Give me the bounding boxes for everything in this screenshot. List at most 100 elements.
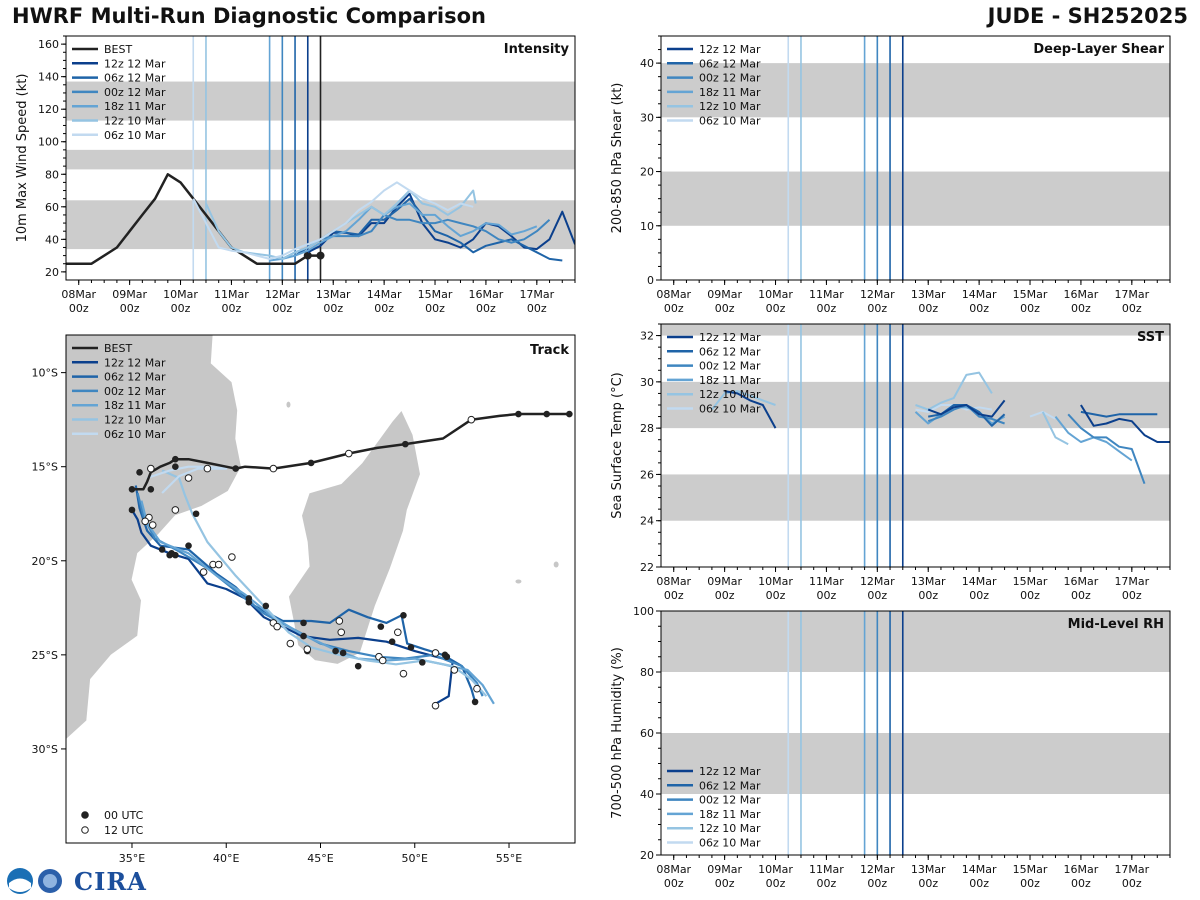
intensity-xtick-label: 00z — [171, 302, 191, 315]
track-marker-12utc — [378, 656, 387, 665]
track-marker-00utc — [245, 598, 253, 606]
track-marker-00utc — [147, 485, 155, 493]
intensity-ytick-label: 160 — [38, 38, 59, 51]
intensity-xtick-label: 00z — [272, 302, 292, 315]
track-legend-label: 12z 12 Mar — [104, 356, 166, 369]
intensity-xtick-label: 00z — [425, 302, 445, 315]
intensity-xtick-label: 10Mar — [163, 288, 198, 301]
sst-ytick-label: 32 — [640, 330, 654, 343]
rh-legend-label: 00z 12 Mar — [699, 794, 761, 807]
rh-xtick-label: 00z — [969, 877, 989, 890]
track-ytick-label: 25°S — [32, 649, 58, 662]
shear-legend-label: 06z 12 Mar — [699, 57, 761, 70]
sst-series-line — [927, 399, 1006, 418]
shear-legend-label: 06z 10 Mar — [699, 115, 761, 128]
rh-xtick-label: 00z — [867, 877, 887, 890]
shear-ylabel: 200-850 hPa Shear (kt) — [610, 83, 625, 234]
sst-xtick-label: 09Mar — [707, 575, 742, 588]
sst-xtick-label: 00z — [1071, 589, 1091, 602]
intensity-xtick-label: 17Mar — [519, 288, 554, 301]
track-marker-00utc — [354, 662, 362, 670]
sst-ylabel: Sea Surface Temp (°C) — [610, 372, 625, 519]
rh-xtick-label: 00z — [918, 877, 938, 890]
rh-xtick-label: 17Mar — [1114, 863, 1149, 876]
track-marker-12utc — [473, 684, 481, 693]
track-marker-12utc — [335, 617, 344, 625]
track-ytick-label: 10°S — [32, 367, 58, 380]
track-marker-00utc — [172, 455, 179, 463]
sst-series-line — [1080, 404, 1170, 443]
track-marker-00utc — [300, 632, 307, 640]
track-marker-12utc — [344, 449, 353, 458]
figure-title: HWRF Multi-Run Diagnostic Comparison — [12, 4, 487, 28]
rh-ytick-label: 100 — [633, 605, 654, 618]
rh-xtick-label: 11Mar — [809, 863, 844, 876]
sst-legend-label: 06z 10 Mar — [699, 403, 761, 416]
intensity-ytick-label: 60 — [45, 201, 59, 214]
shear-xtick-label: 15Mar — [1013, 288, 1048, 301]
noaa-cira-emblem-icon — [7, 868, 62, 894]
sst-xtick-label: 00z — [918, 589, 938, 602]
shear-xtick-label: 00z — [969, 302, 989, 315]
shear-panel: 01020304008Mar00z09Mar00z10Mar00z11Mar00… — [610, 35, 1171, 315]
sst-xtick-label: 00z — [817, 589, 837, 602]
intensity-best-dot — [303, 251, 312, 260]
rh-xtick-label: 00z — [1071, 877, 1091, 890]
track-legend-label: 06z 10 Mar — [104, 428, 166, 441]
track-legend-label: 06z 12 Mar — [104, 371, 166, 384]
track-marker-00utc — [400, 612, 407, 619]
rh-plot-area — [661, 611, 1170, 855]
track-marker-00utc — [443, 653, 451, 661]
intensity-ytick-label: 100 — [38, 136, 59, 149]
shear-xtick-label: 16Mar — [1064, 288, 1099, 301]
intensity-xtick-label: 12Mar — [265, 288, 300, 301]
sst-xtick-label: 13Mar — [911, 575, 946, 588]
intensity-series-line — [192, 181, 474, 260]
rh-xtick-label: 00z — [1020, 877, 1040, 890]
rh-title: Mid-Level RH — [1068, 617, 1164, 632]
intensity-series-line — [66, 173, 321, 265]
intensity-legend-label: 06z 10 Mar — [104, 129, 166, 142]
intensity-series-line — [269, 202, 538, 262]
track-marker-12utc — [399, 669, 408, 678]
sst-title: SST — [1137, 330, 1164, 345]
shear-xtick-label: 11Mar — [809, 288, 844, 301]
shear-xtick-label: 00z — [817, 302, 837, 315]
track-marker-00utc — [172, 463, 179, 471]
rh-xtick-label: 00z — [1122, 877, 1142, 890]
sst-series-line — [711, 390, 776, 411]
shear-ytick-label: 20 — [640, 166, 654, 179]
rh-xtick-label: 09Mar — [707, 863, 742, 876]
rh-xtick-label: 00z — [715, 877, 735, 890]
track-map-area — [66, 335, 573, 741]
sst-legend-label: 12z 10 Mar — [699, 388, 761, 401]
madagascar-landmass — [288, 409, 421, 665]
marker-legend-symbol — [81, 826, 89, 834]
intensity-xtick-label: 00z — [69, 302, 89, 315]
rh-ylabel: 700-500 hPa Humidity (%) — [610, 647, 625, 819]
shear-ytick-label: 30 — [640, 111, 654, 124]
sst-ytick-label: 24 — [640, 515, 654, 528]
sst-band-2 — [661, 324, 1170, 336]
intensity-best-dot — [316, 251, 325, 260]
track-marker-12utc — [467, 415, 476, 424]
sst-panel: 22242628303208Mar00z09Mar00z10Mar00z11Ma… — [610, 323, 1171, 602]
track-marker-00utc — [307, 459, 315, 467]
intensity-xtick-label: 14Mar — [367, 288, 402, 301]
shear-xtick-label: 00z — [1071, 302, 1091, 315]
marker-legend-symbol — [81, 811, 89, 819]
shear-xtick-label: 00z — [918, 302, 938, 315]
intensity-ytick-label: 80 — [45, 168, 59, 181]
intensity-legend-label: 00z 12 Mar — [104, 86, 166, 99]
forecast-track-line — [161, 469, 488, 697]
sst-xtick-label: 00z — [867, 589, 887, 602]
track-marker-00utc — [262, 602, 270, 610]
sst-xtick-label: 00z — [1020, 589, 1040, 602]
track-marker-00utc — [185, 542, 192, 550]
rh-xtick-label: 00z — [766, 877, 786, 890]
reunion-island — [515, 579, 522, 584]
track-marker-00utc — [566, 410, 573, 418]
sst-legend-label: 06z 12 Mar — [699, 345, 761, 358]
track-marker-12utc — [147, 464, 155, 473]
